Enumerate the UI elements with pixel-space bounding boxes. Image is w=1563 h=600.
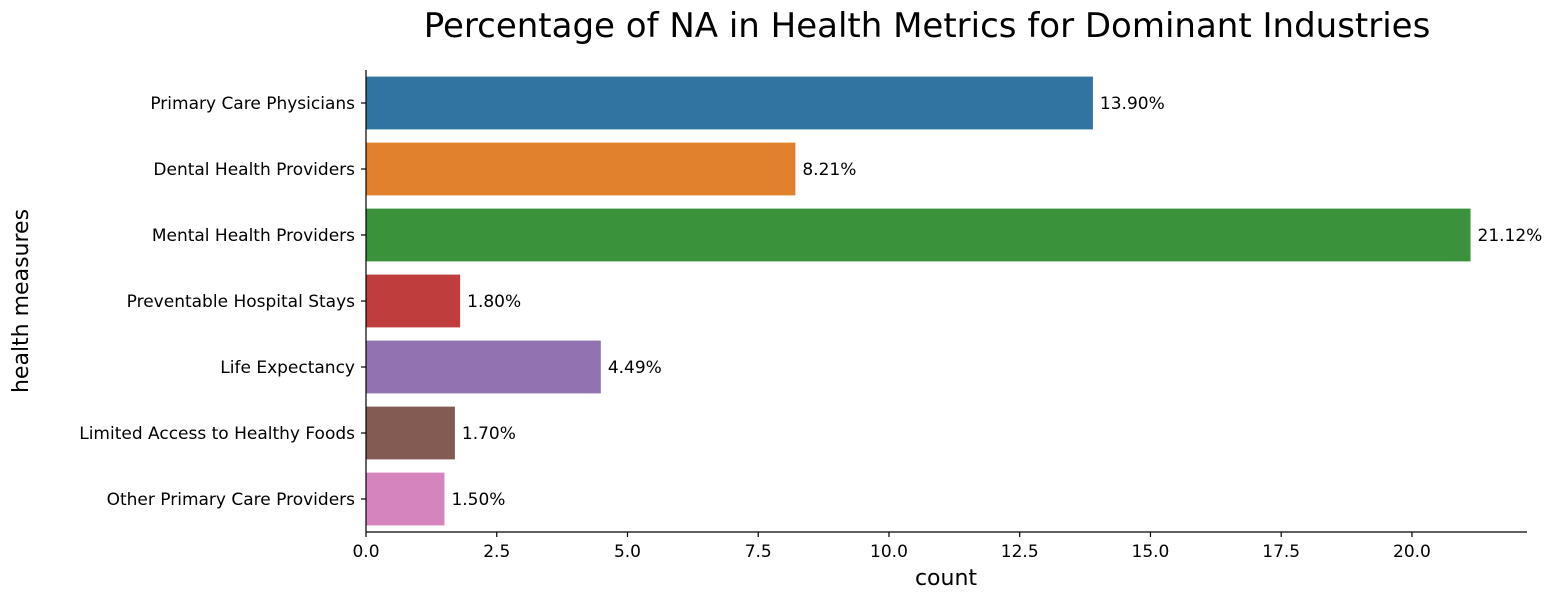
bar [366,142,796,196]
x-tick-label: 15.0 [1132,542,1170,562]
data-label: 8.21% [802,160,856,180]
x-tick-label: 2.5 [483,542,510,562]
data-label: 1.50% [451,490,505,510]
bar [366,274,461,328]
chart-title: Percentage of NA in Health Metrics for D… [424,6,1431,46]
data-label: 21.12% [1478,226,1543,246]
x-tick-label: 10.0 [870,542,908,562]
y-tick-label: Preventable Hospital Stays [127,292,355,312]
data-label: 4.49% [608,358,662,378]
x-tick-label: 5.0 [614,542,641,562]
x-tick-label: 20.0 [1393,542,1431,562]
data-label: 1.80% [467,292,521,312]
y-tick-label: Limited Access to Healthy Foods [79,424,355,444]
bar [366,406,455,460]
bar [366,472,445,526]
y-tick-label: Mental Health Providers [152,226,355,246]
data-label: 13.90% [1100,94,1165,114]
x-tick-label: 7.5 [745,542,772,562]
bar [366,340,601,394]
y-axis-label: health measures [9,209,34,393]
x-tick-label: 17.5 [1262,542,1300,562]
data-label: 1.70% [462,424,516,444]
bar [366,208,1471,262]
y-tick-label: Other Primary Care Providers [107,490,356,510]
x-tick-label: 0.0 [352,542,379,562]
x-tick-label: 12.5 [1001,542,1039,562]
y-tick-label: Life Expectancy [220,358,355,378]
plot-area: 13.90% Primary Care Physicians 8.21% Dental… [79,70,1542,562]
y-tick-label: Primary Care Physicians [150,94,355,114]
y-tick-label: Dental Health Providers [153,160,355,180]
x-axis-label: count [915,566,977,591]
bar [366,76,1093,130]
